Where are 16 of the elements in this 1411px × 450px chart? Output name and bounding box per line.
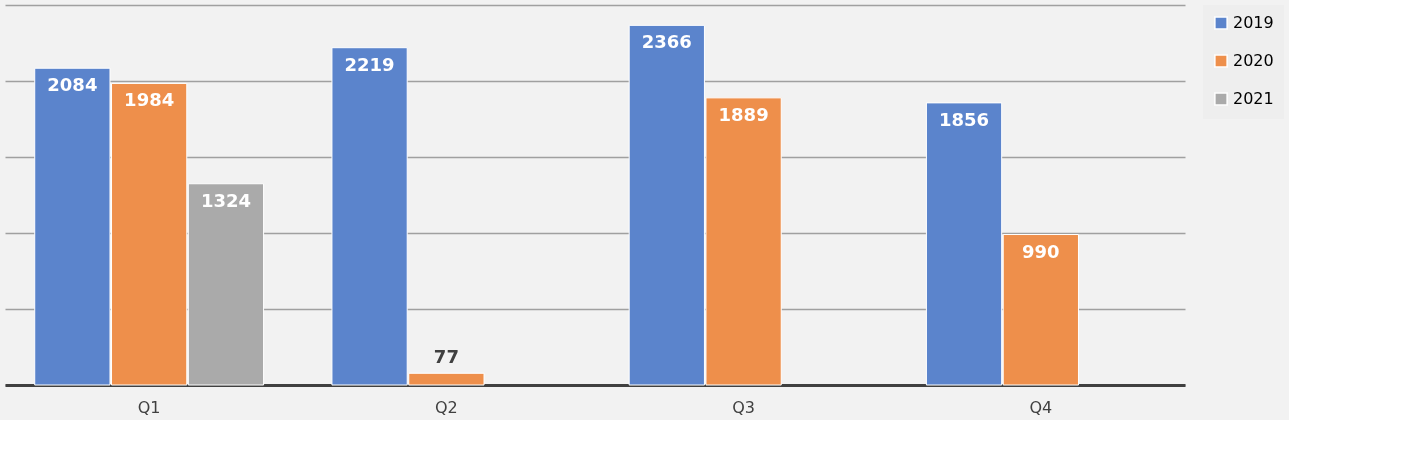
legend-label: 2020 (1233, 51, 1274, 70)
x-tick-label: Q3 (732, 397, 756, 417)
legend-label: 2021 (1233, 89, 1274, 108)
legend-label: 2019 (1233, 13, 1274, 32)
data-label: 1984 (124, 89, 175, 111)
x-tick-label: Q4 (1029, 397, 1053, 417)
x-tick-label: Q1 (137, 397, 161, 417)
data-label: 1324 (200, 189, 252, 211)
x-tick-label: Q2 (434, 397, 458, 417)
data-label: 2219 (344, 53, 395, 75)
data-label: 2084 (47, 74, 98, 96)
data-label: 990 (1022, 240, 1060, 262)
data-label: 2366 (641, 31, 692, 53)
data-label: 77 (433, 346, 459, 368)
data-label: 1856 (938, 108, 990, 130)
data-label: 1889 (718, 103, 769, 125)
